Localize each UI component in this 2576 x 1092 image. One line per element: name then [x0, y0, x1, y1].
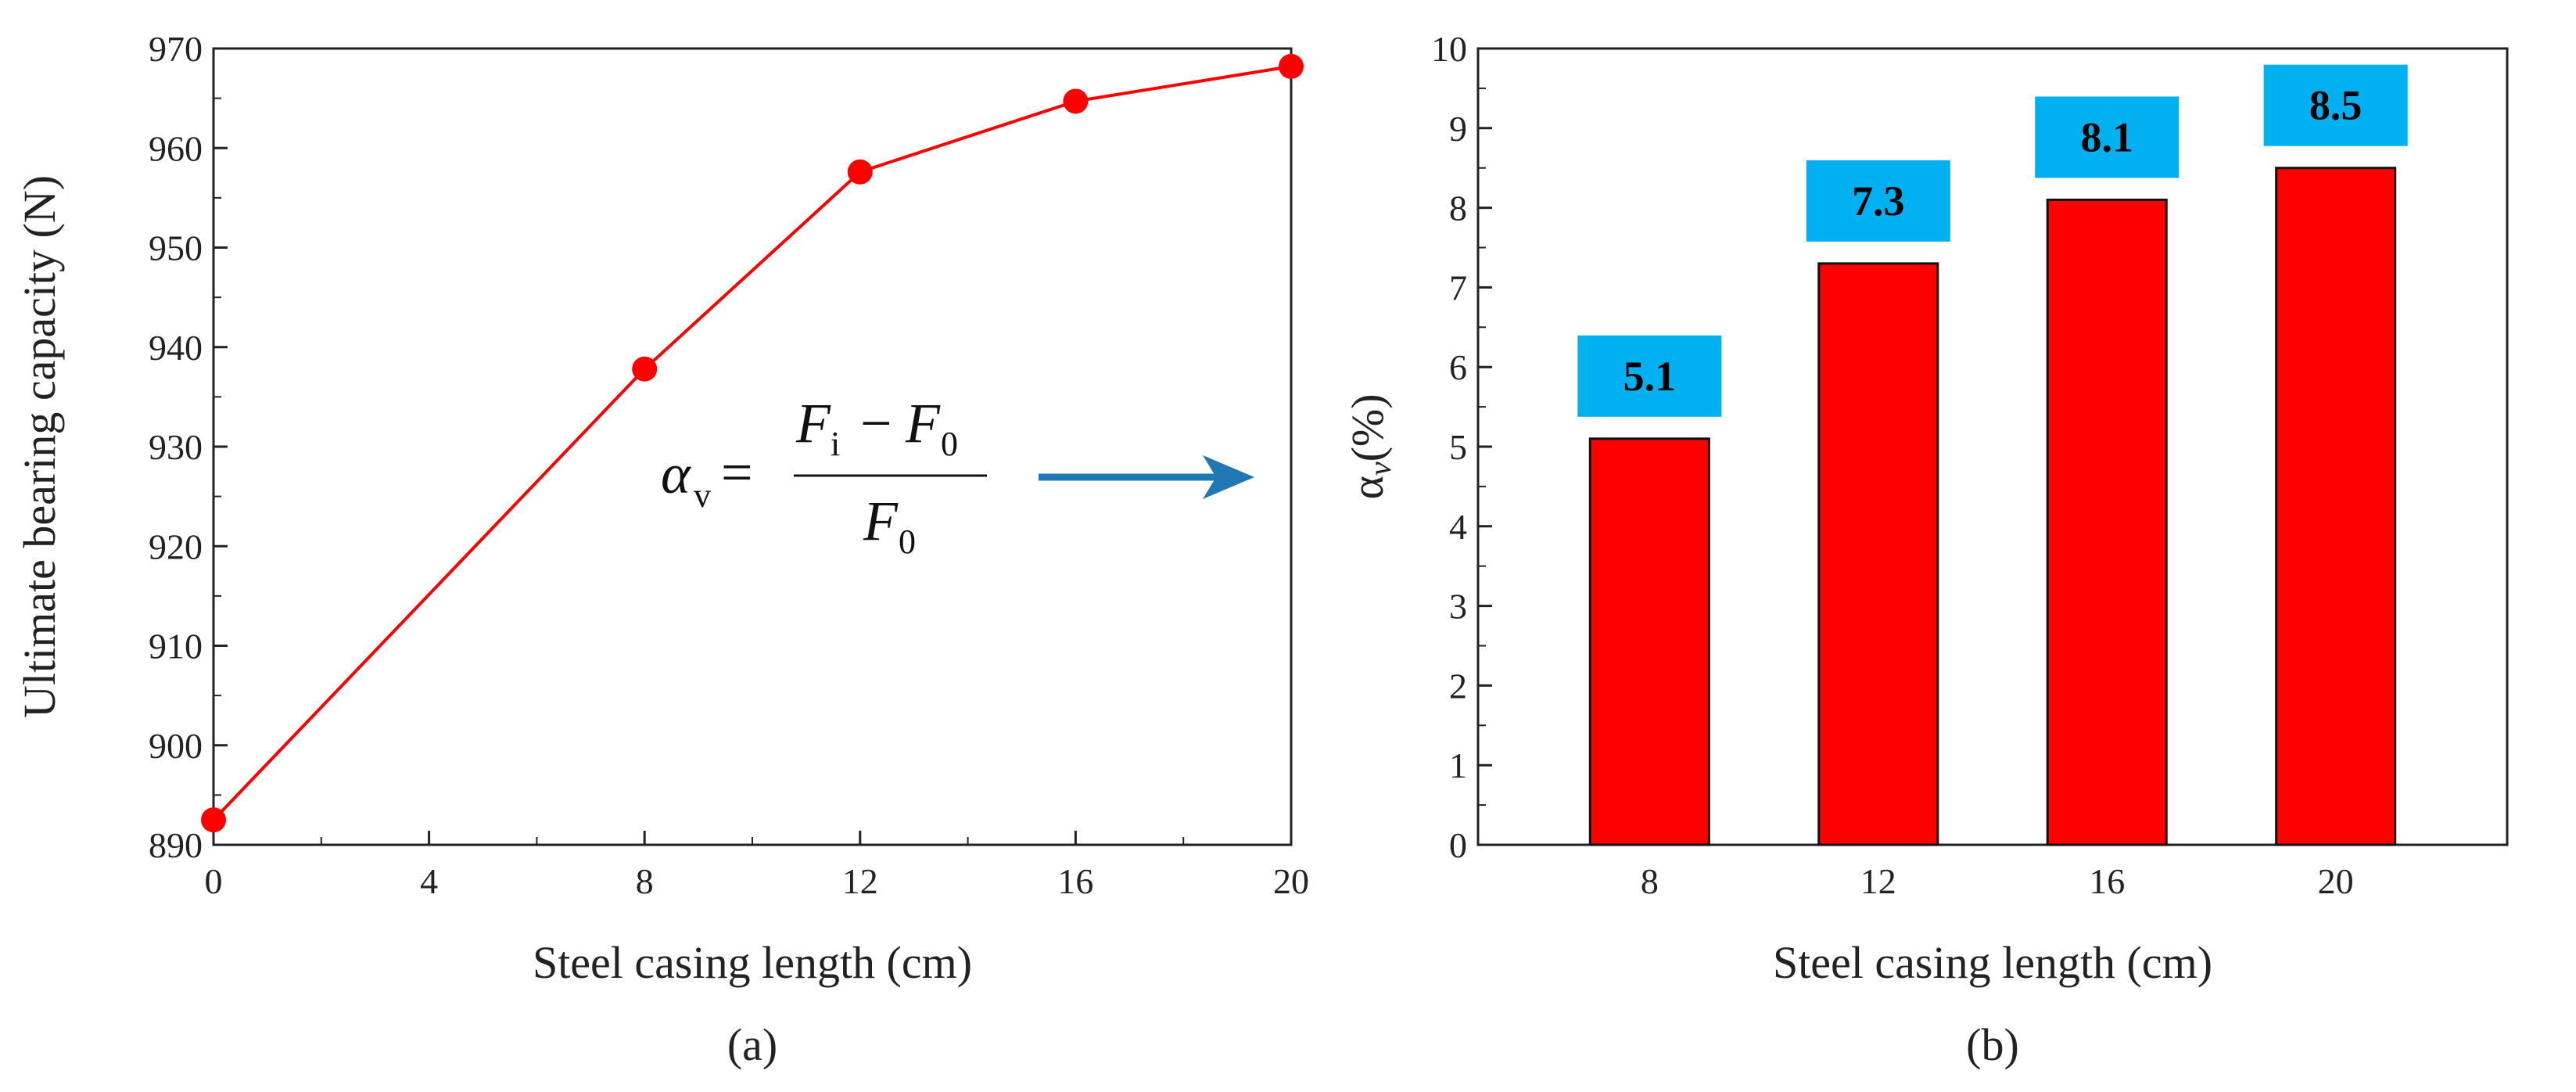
- data-point: [201, 807, 226, 833]
- y-axis-title-b: αv(%): [1342, 393, 1397, 499]
- x-tick-label-a: 8: [636, 861, 654, 901]
- y-tick-label-b: 9: [1449, 109, 1467, 149]
- panel-caption-a: (a): [727, 1019, 777, 1070]
- y-tick-label-a: 900: [149, 726, 203, 766]
- data-label-box: [2263, 64, 2408, 146]
- x-axis-title-b: Steel casing length (cm): [1773, 937, 2212, 988]
- data-point: [632, 356, 658, 382]
- formula-minus: −: [860, 392, 892, 454]
- y-tick-label-a: 890: [149, 825, 203, 865]
- formula-denominator-subscript: 0: [899, 523, 916, 561]
- y-axis-ticks-a: 890 900 910 920 930 940 950 960 970: [149, 29, 228, 865]
- y-tick-label-b: 3: [1449, 587, 1467, 627]
- y-tick-label-b: 2: [1449, 666, 1467, 706]
- x-tick-label-a: 12: [842, 861, 878, 901]
- formula-numerator-b: F: [905, 392, 941, 454]
- x-axis-title-a: Steel casing length (cm): [533, 937, 972, 988]
- x-tick-label-b: 12: [1860, 861, 1896, 901]
- y-axis-ticks-b: 0 1 2 3 4 5 6 7 8 9 10: [1431, 29, 1492, 865]
- y-tick-label-b: 6: [1449, 347, 1467, 387]
- panel-a-line-chart: 890 900 910 920 930 940 950 960 970 0 4 8 12 16 20 Ul…: [14, 29, 1309, 1070]
- formula-equals: =: [721, 441, 753, 504]
- y-tick-label-a: 920: [149, 526, 203, 566]
- series-ultimate-bearing-capacity: [201, 53, 1304, 833]
- y-tick-label-b: 5: [1449, 427, 1467, 467]
- bar: [2275, 167, 2397, 846]
- data-point: [1063, 88, 1089, 114]
- x-tick-label-a: 16: [1057, 861, 1093, 901]
- y-tick-label-b: 4: [1449, 507, 1467, 547]
- formula-lhs-subscript: v: [694, 476, 711, 515]
- x-tick-label-b: 8: [1641, 861, 1659, 901]
- data-label: 8.1: [2080, 113, 2133, 160]
- y-tick-label-a: 930: [149, 427, 203, 467]
- y-tick-label-a: 940: [149, 328, 203, 368]
- arrow-icon: [1039, 455, 1254, 499]
- data-label-box: [2035, 96, 2180, 178]
- x-tick-label-a: 4: [420, 861, 438, 901]
- bar: [1588, 437, 1710, 846]
- formula-lhs: α: [661, 443, 691, 505]
- data-label: 7.3: [1852, 178, 1905, 225]
- y-tick-label-b: 10: [1431, 29, 1467, 69]
- y-tick-label-b: 7: [1449, 268, 1467, 307]
- formula-denominator: F: [863, 490, 899, 552]
- y-axis-title-a: Ultimate bearing capacity (N): [14, 175, 65, 718]
- formula-numerator-a-subscript: i: [831, 425, 840, 463]
- bar: [1817, 262, 1939, 846]
- data-label-box: [1806, 160, 1950, 242]
- bar: [2046, 198, 2168, 846]
- panel-caption-b: (b): [1966, 1019, 2019, 1070]
- y-tick-label-a: 970: [149, 29, 203, 69]
- formula-annotation: α v = F i − F 0 F 0: [661, 392, 1254, 561]
- y-tick-label-b: 1: [1449, 745, 1467, 785]
- data-point: [847, 159, 873, 185]
- x-tick-label-b: 16: [2089, 861, 2125, 901]
- y-tick-label-b: 0: [1449, 825, 1467, 865]
- x-tick-label-a: 0: [205, 861, 223, 901]
- data-point: [1279, 53, 1304, 79]
- y-tick-label-a: 960: [149, 128, 203, 168]
- y-tick-label-a: 950: [149, 228, 203, 268]
- formula-numerator-a: F: [795, 392, 831, 454]
- bars-alpha-v: 5.1 7.3 8.1 8.5: [1577, 64, 2408, 846]
- y-tick-label-a: 910: [149, 627, 203, 666]
- x-axis-ticks-a: 0 4 8 12 16 20: [205, 831, 1309, 901]
- x-axis-ticks-b: 8 12 16 20: [1641, 831, 2354, 901]
- data-label: 5.1: [1623, 353, 1677, 400]
- x-tick-label-b: 20: [2318, 861, 2354, 901]
- data-label: 8.5: [2309, 82, 2363, 129]
- y-tick-label-b: 8: [1449, 189, 1467, 228]
- data-label-box: [1577, 335, 1722, 417]
- x-tick-label-a: 20: [1273, 861, 1309, 901]
- formula-numerator-b-subscript: 0: [941, 425, 958, 463]
